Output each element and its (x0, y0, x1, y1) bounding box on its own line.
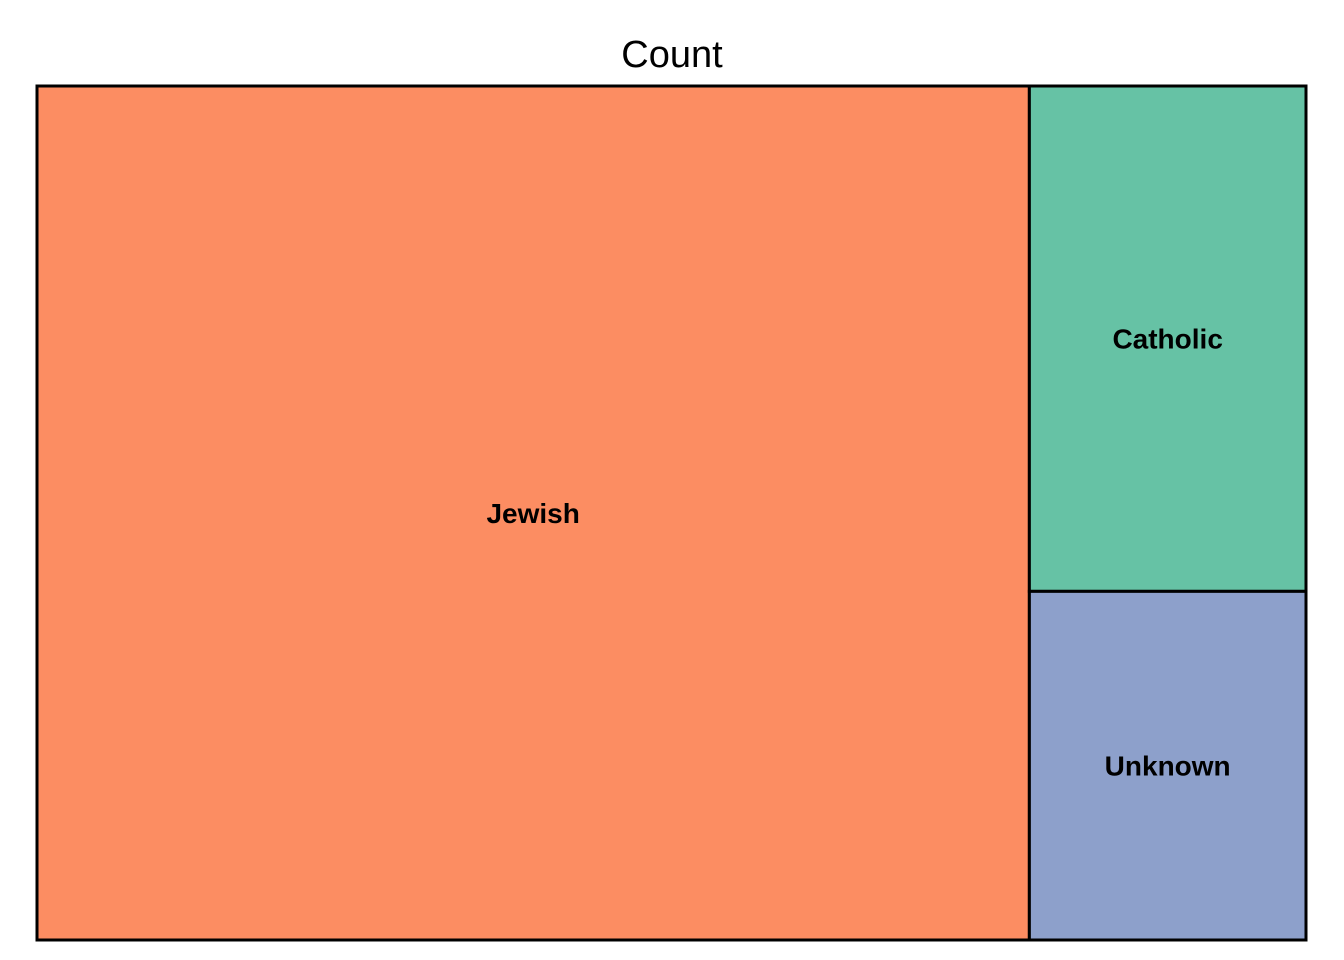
tile-jewish (35, 84, 1031, 942)
tile-label-jewish: Jewish (486, 498, 579, 529)
tile-label-catholic: Catholic (1112, 324, 1222, 355)
tile-label-unknown: Unknown (1105, 751, 1231, 782)
tile-catholic (1027, 84, 1308, 593)
chart-title: Count (621, 34, 723, 76)
plot-frame (35, 84, 1308, 942)
treemap-tiles: Jewish Catholic Unknown (35, 84, 1308, 942)
tile-unknown (1027, 589, 1308, 942)
